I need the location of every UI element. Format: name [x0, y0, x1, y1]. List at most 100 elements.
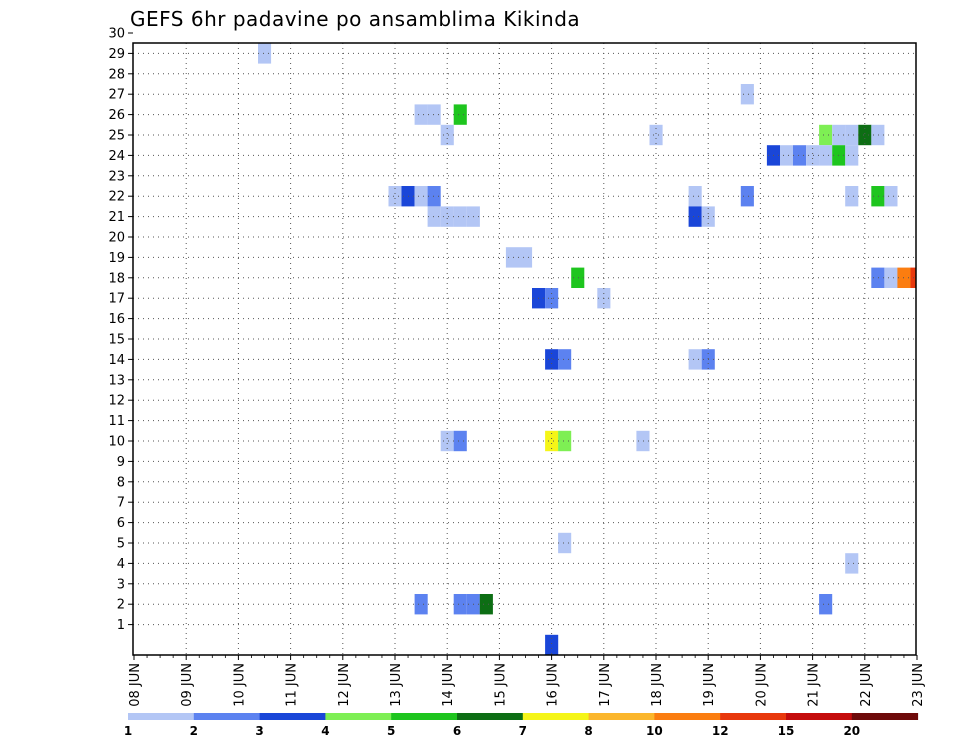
heatmap-cell — [453, 594, 467, 615]
y-tick-label: 29 — [108, 47, 125, 62]
y-tick-label: 21 — [108, 210, 125, 225]
y-tick-label: 6 — [117, 516, 125, 531]
x-tick-label: 21 JUN — [807, 663, 822, 707]
x-tick-label: 14 JUN — [441, 663, 456, 707]
heatmap-cell — [688, 349, 702, 370]
heatmap-cell — [545, 349, 559, 370]
legend-label: 3 — [255, 724, 263, 738]
heatmap-cell — [414, 594, 428, 615]
y-tick-label: 2 — [117, 598, 125, 613]
legend-label: 15 — [778, 724, 795, 738]
legend-label: 7 — [519, 724, 527, 738]
heatmap-cell — [845, 124, 859, 146]
heatmap-cell — [740, 186, 754, 207]
legend-label: 20 — [843, 724, 860, 738]
y-tick-label: 4 — [117, 557, 125, 572]
y-tick-label: 8 — [117, 475, 125, 490]
y-tick-label: 17 — [108, 292, 125, 307]
heatmap-cell — [845, 553, 859, 574]
heatmap-cell — [414, 186, 428, 207]
x-tick-label: 16 JUN — [546, 663, 561, 707]
legend-label: 10 — [646, 724, 663, 738]
legend-swatch — [193, 713, 261, 720]
legend-label: 12 — [712, 724, 729, 738]
heatmap-cell — [505, 247, 519, 268]
y-tick-label: 26 — [108, 108, 125, 123]
x-tick-label: 17 JUN — [598, 663, 613, 707]
y-tick-label: 10 — [108, 435, 125, 450]
legend-swatch — [391, 713, 458, 720]
heatmap-cell — [884, 186, 898, 207]
legend-label: 4 — [321, 724, 329, 738]
heatmap-cell — [871, 124, 885, 146]
heatmap-cell — [558, 532, 572, 554]
y-tick-label: 27 — [108, 88, 125, 103]
y-tick-label: 23 — [108, 169, 125, 184]
heatmap-cell — [845, 186, 859, 207]
heatmap-cell — [440, 124, 454, 146]
heatmap-cell — [819, 594, 833, 615]
x-tick-label: 10 JUN — [232, 663, 247, 707]
legend-label: 8 — [584, 724, 592, 738]
heatmap-cell — [545, 430, 559, 452]
legend-label: 6 — [453, 724, 461, 738]
legend-swatch — [325, 713, 392, 720]
legend-swatch — [128, 713, 195, 720]
chart-title: GEFS 6hr padavine po ansamblima Kikinda — [130, 7, 580, 31]
y-tick-label: 15 — [108, 333, 125, 348]
heatmap-cell — [806, 145, 820, 166]
x-tick-label: 22 JUN — [859, 663, 874, 707]
heatmap-cell — [819, 145, 833, 166]
legend-swatch — [786, 713, 853, 720]
heatmap-cell — [453, 430, 467, 452]
heatmap-cell — [427, 186, 441, 207]
y-tick-label: 13 — [108, 373, 125, 388]
x-tick-label: 23 JUN — [911, 663, 926, 707]
plot-frame — [132, 42, 917, 656]
y-tick-label: 19 — [108, 251, 125, 266]
heatmap-cells — [258, 43, 916, 655]
x-axis: 08 JUN 09 JUN 10 JUN 11 JUN 12 JUN 13 JUN 14 J… — [128, 655, 926, 707]
legend-swatch — [588, 713, 655, 720]
y-tick-label: 3 — [117, 577, 125, 592]
y-tick-label: 5 — [117, 537, 125, 552]
y-tick-label: 7 — [117, 496, 125, 511]
heatmap-cell — [571, 267, 585, 288]
legend-swatch — [654, 713, 721, 720]
y-tick-label: 24 — [108, 149, 125, 164]
y-tick-label: 1 — [117, 618, 125, 633]
heatmap-cell — [440, 430, 454, 452]
y-tick-label: 9 — [117, 455, 125, 470]
y-tick-label: 30 — [108, 27, 125, 42]
heatmap-cell — [780, 145, 794, 166]
y-tick-label: 22 — [108, 190, 125, 205]
legend-swatch — [522, 713, 590, 720]
legend-label: 1 — [124, 724, 132, 738]
legend-swatch — [457, 713, 524, 720]
heatmap-cell — [427, 206, 441, 227]
y-axis: 1234567891011121314151617181920212223242… — [108, 27, 133, 633]
heatmap-cell — [558, 430, 572, 452]
y-tick-label: 20 — [108, 231, 125, 246]
legend-swatch — [259, 713, 326, 720]
heatmap-cell — [688, 186, 702, 207]
heatmap-cell — [558, 349, 572, 370]
heatmap-cell — [519, 247, 533, 268]
grid-lines — [133, 43, 916, 655]
heatmap-cell — [845, 145, 859, 166]
legend-label: 5 — [387, 724, 395, 738]
color-legend: 1 2 3 4 5 6 7 8 10 12 15 20 — [124, 713, 919, 738]
heatmap-cell — [258, 43, 272, 64]
heatmap-cell — [545, 634, 559, 655]
heatmap-cell — [414, 104, 428, 125]
y-tick-label: 28 — [108, 67, 125, 82]
heatmap-cell — [858, 124, 872, 146]
heatmap-cell — [793, 145, 807, 166]
y-tick-label: 11 — [108, 414, 125, 429]
x-tick-label: 12 JUN — [337, 663, 352, 707]
heatmap-cell — [636, 430, 650, 452]
heatmap-cell — [871, 186, 885, 207]
y-tick-label: 14 — [108, 353, 125, 368]
legend-swatch — [720, 713, 787, 720]
